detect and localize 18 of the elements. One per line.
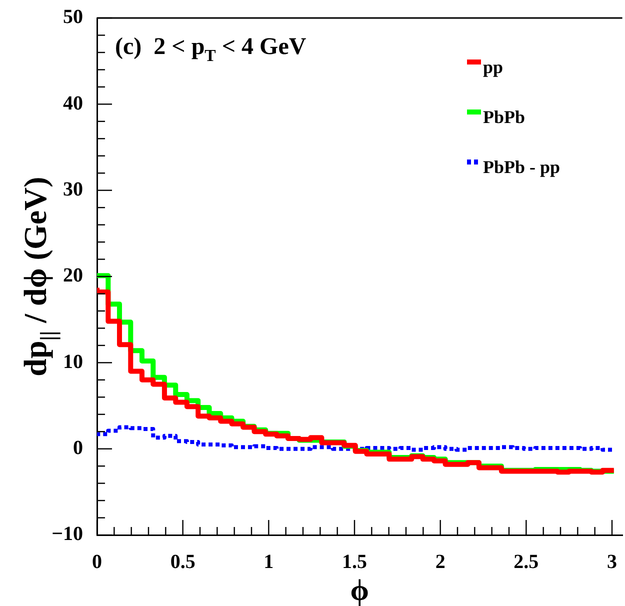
y-axis-title: dp|| / dϕ (GeV) [17,176,61,376]
x-tick-label: 0.5 [170,551,196,574]
x-tick-label: 2.5 [514,551,539,574]
x-tick-label: 2 [435,551,446,574]
x-tick-label: 0 [92,551,102,574]
y-tick-label: −10 [52,523,83,546]
y-tick-label: 50 [63,6,83,28]
x-tick-label: 1 [264,551,274,574]
y-tick-label: 0 [73,437,83,460]
x-tick-label: 1.5 [342,551,367,574]
x-tick-label: 3 [607,551,617,574]
y-tick-label: 40 [63,92,83,114]
legend-label: PbPb - pp [483,157,560,177]
y-tick-label: 20 [63,264,83,287]
y-tick-label: 10 [63,350,83,373]
legend-label: pp [483,57,504,77]
legend-label: PbPb [483,107,526,127]
y-tick-label: 30 [63,178,83,201]
